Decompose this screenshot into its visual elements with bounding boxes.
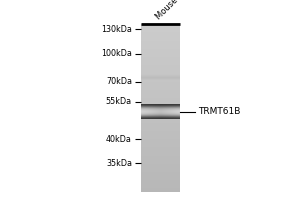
Text: 130kDa: 130kDa (101, 24, 132, 33)
Text: 70kDa: 70kDa (106, 77, 132, 86)
Text: 55kDa: 55kDa (106, 98, 132, 106)
Text: TRMT61B: TRMT61B (198, 108, 240, 116)
Text: 40kDa: 40kDa (106, 134, 132, 144)
Text: 100kDa: 100kDa (101, 49, 132, 58)
Text: Mouse liver: Mouse liver (154, 0, 195, 21)
Text: 35kDa: 35kDa (106, 158, 132, 168)
